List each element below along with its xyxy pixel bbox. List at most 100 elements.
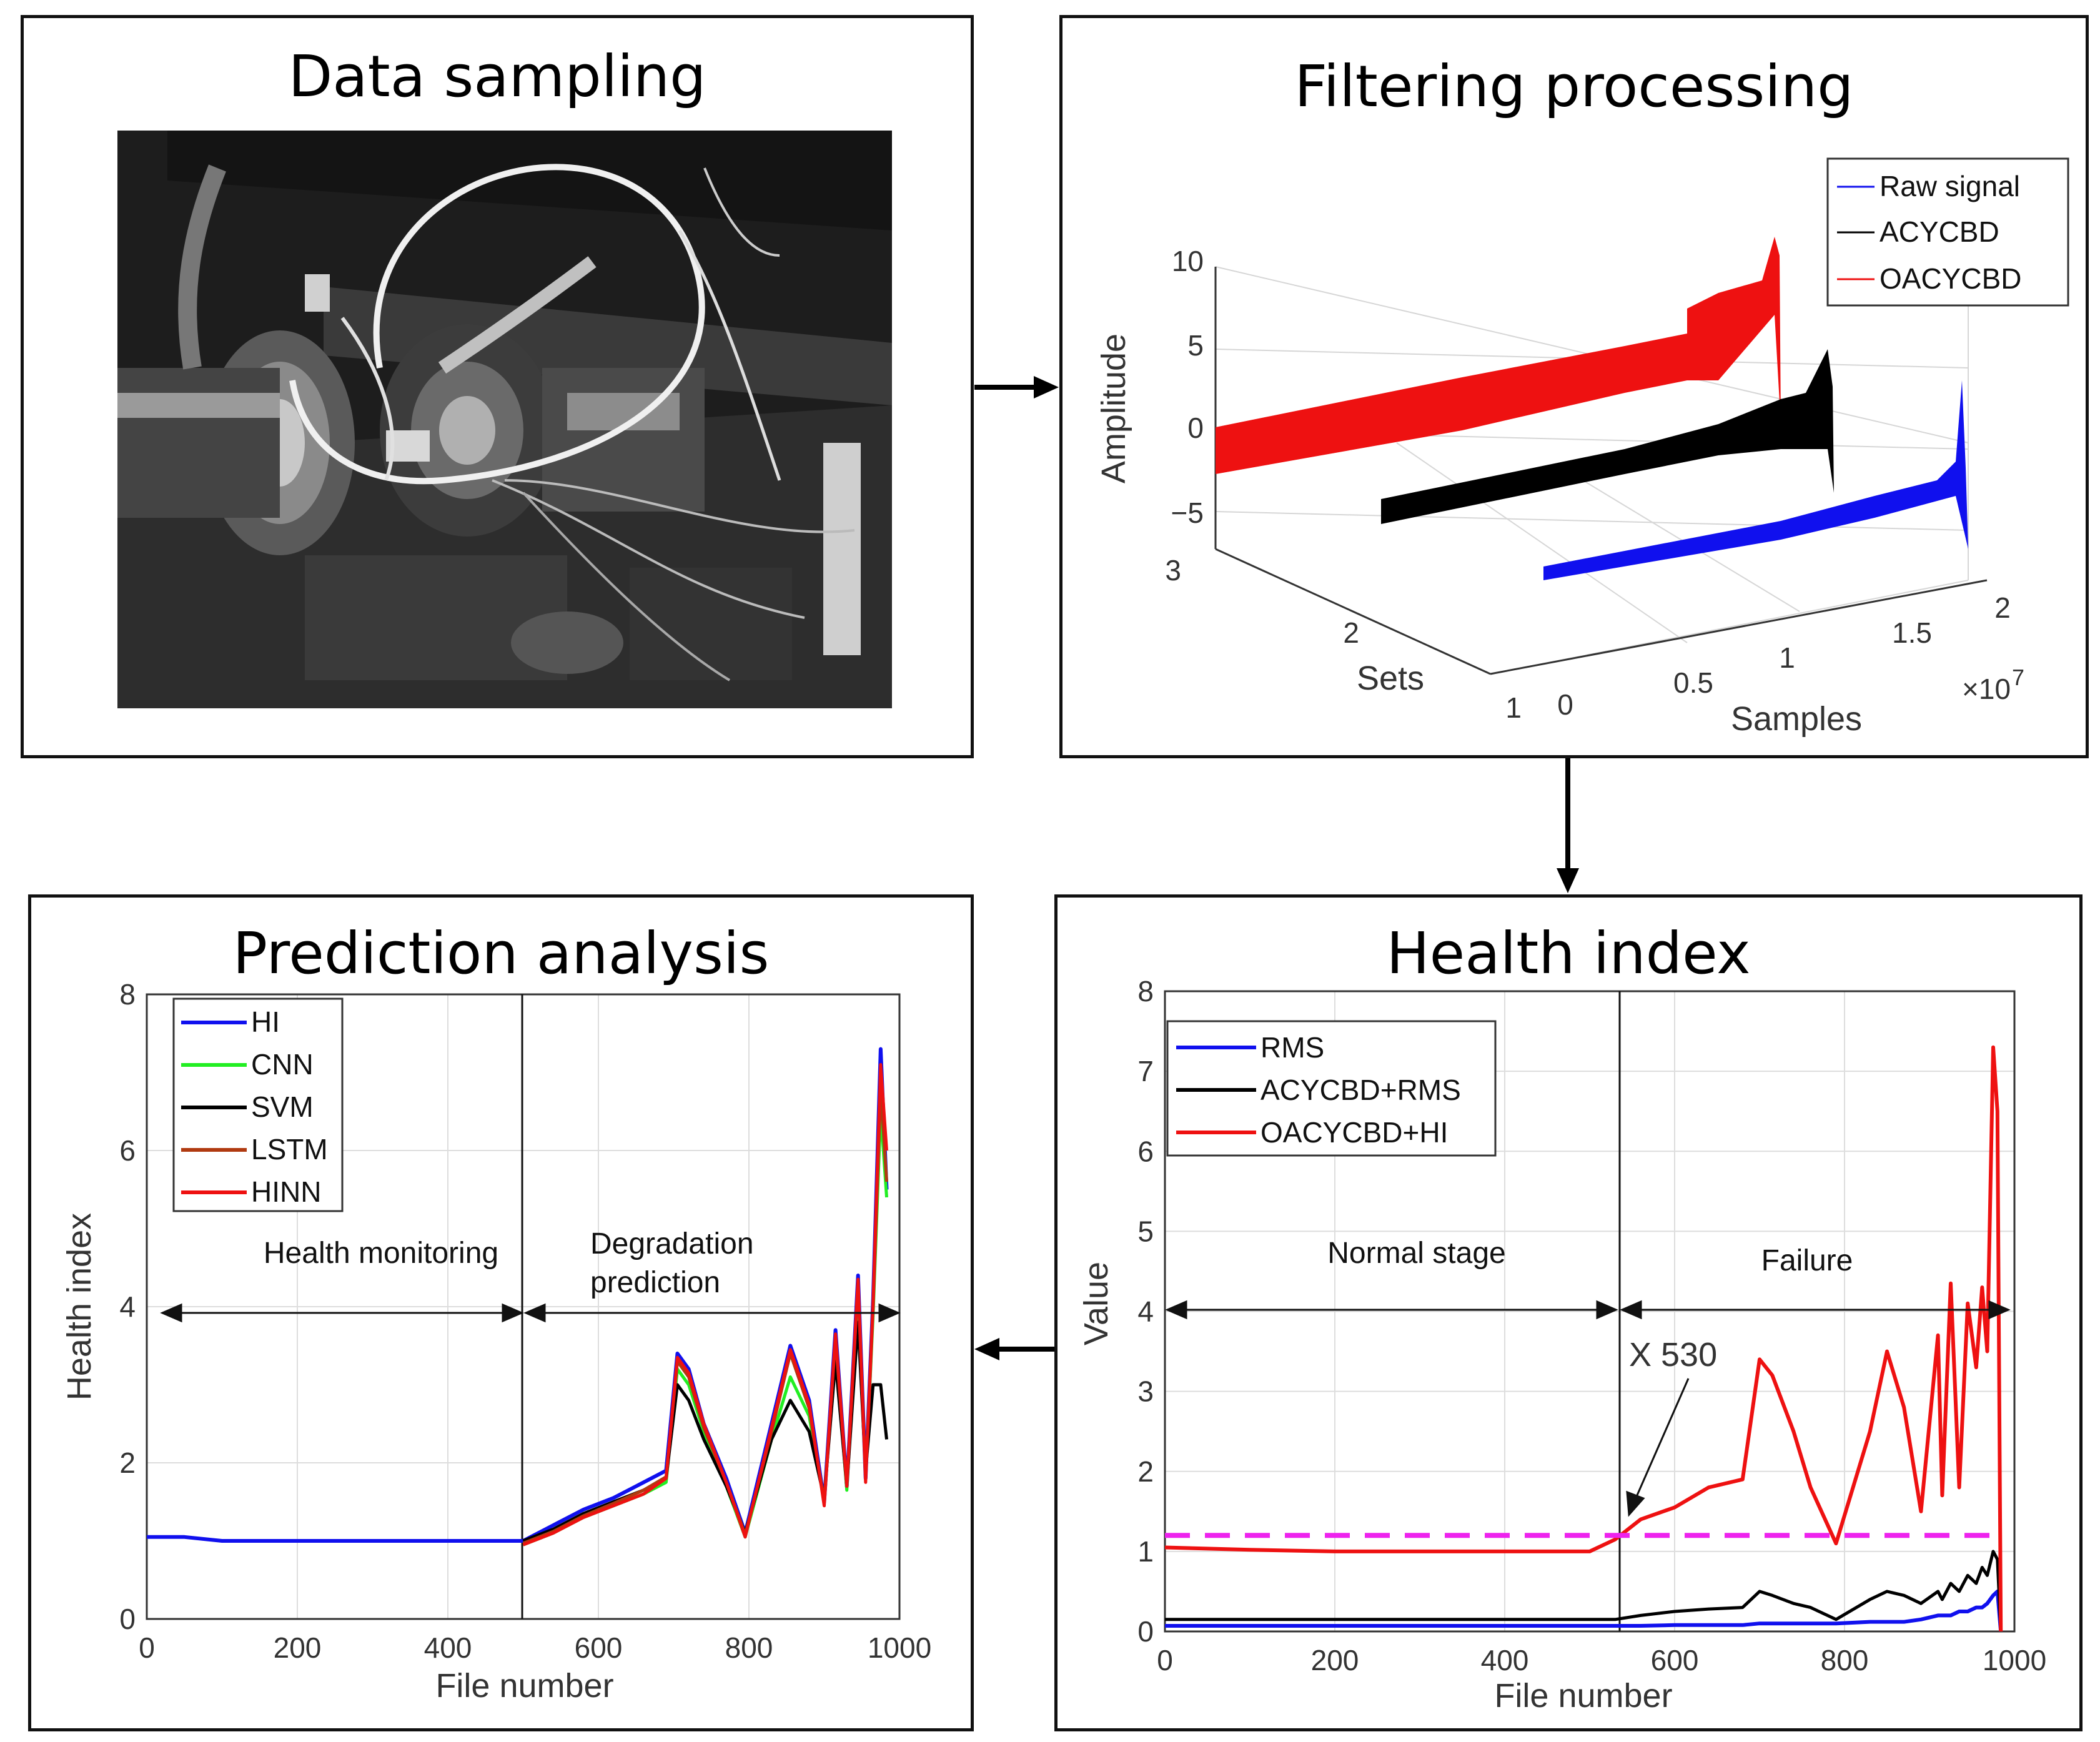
annotation-degrade-2: prediction — [590, 1266, 720, 1299]
signal-acycbd — [1381, 349, 1834, 524]
ytick-label: 4 — [1137, 1295, 1154, 1328]
panel-title: Health index — [1386, 920, 1751, 987]
prediction-panel: Prediction analysis 0 2 4 6 8 0 200 400 600 800 10… — [28, 894, 974, 1731]
series-lines — [1164, 1045, 2003, 1632]
ytick-label: 2 — [1137, 1455, 1154, 1488]
prediction-chart: 0 2 4 6 8 0 200 400 600 800 1000 Health index File… — [61, 978, 931, 1705]
xtick-label: 1000 — [868, 1631, 931, 1664]
ytick-label: 2 — [119, 1447, 136, 1479]
legend-lstm: LSTM — [251, 1133, 328, 1165]
filtering-panel: Filtering processing 10 5 0 −5 Amplitude… — [1059, 15, 2089, 758]
xtick-label: 800 — [725, 1631, 773, 1664]
panel-title: Prediction analysis — [232, 920, 770, 987]
annotation-marker: X 530 — [1629, 1336, 1717, 1373]
xlabel: Samples — [1731, 700, 1862, 738]
health-index-panel: Health index 0 1 2 3 4 5 6 7 8 0 200 400 600 800 1000 … — [1054, 894, 2083, 1731]
degrade-arrow — [523, 1303, 901, 1323]
panel-title: Data sampling — [288, 43, 706, 110]
legend-cnn: CNN — [251, 1048, 314, 1081]
test-rig-photo — [117, 131, 892, 708]
xtick-label: 600 — [1651, 1644, 1699, 1676]
ytick-label: 7 — [1137, 1055, 1154, 1087]
xtick-label: 200 — [274, 1631, 322, 1664]
ytick-label: 6 — [119, 1134, 136, 1167]
annotation-failure: Failure — [1761, 1244, 1853, 1277]
settick-2: 2 — [1343, 616, 1359, 649]
xtick-label: 0 — [1157, 1644, 1173, 1676]
signal-raw — [1543, 380, 1968, 580]
xtick-0-5: 0.5 — [1673, 666, 1713, 699]
normal-arrow — [1165, 1300, 1618, 1320]
ytick-10: 10 — [1172, 245, 1204, 277]
sets-label: Sets — [1357, 660, 1424, 697]
annotation-monitor: Health monitoring — [264, 1237, 498, 1270]
ticks: 0 1 2 3 4 5 6 7 8 0 200 400 600 800 1000 — [1137, 975, 2046, 1676]
xlabel: File number — [1494, 1677, 1672, 1715]
series-line-acycbd-rms — [1165, 1550, 2003, 1632]
annotation-degrade-1: Degradation — [590, 1227, 754, 1260]
arrow-sampling-to-filtering — [974, 376, 1059, 398]
ytick-label: 0 — [119, 1603, 136, 1635]
ylabel: Amplitude — [1095, 334, 1132, 483]
xtick-1: 1 — [1779, 641, 1795, 674]
legend-acycbd: ACYCBD — [1880, 215, 1999, 248]
marker-arrow — [1626, 1378, 1690, 1517]
signal-oacycbd — [1216, 237, 1781, 474]
ytick-label: 5 — [1137, 1215, 1154, 1247]
xtick-0: 0 — [1557, 688, 1573, 721]
legend: RMS ACYCBD+RMS OACYCBD+HI — [1166, 1020, 1497, 1157]
failure-arrow — [1620, 1300, 2011, 1320]
settick-1: 1 — [1505, 691, 1522, 724]
ytick-label: 6 — [1137, 1135, 1154, 1167]
ylabel: Health index — [61, 1213, 98, 1400]
data-sampling-panel: Data sampling — [21, 15, 974, 758]
series-line-rms — [1165, 1589, 2003, 1632]
xtick-label: 1000 — [1983, 1644, 2046, 1676]
ytick-label: 3 — [1137, 1375, 1154, 1408]
xtick-label: 200 — [1311, 1644, 1359, 1676]
legend: Raw signal ACYCBD OACYCBD — [1826, 157, 2069, 307]
ylabel: Value — [1077, 1262, 1115, 1345]
legend-svm: SVM — [251, 1091, 314, 1123]
legend-raw: Raw signal — [1880, 170, 2020, 202]
ytick-label: 0 — [1137, 1615, 1154, 1648]
legend: HI CNN SVM LSTM HINN — [172, 997, 344, 1212]
ytick-neg5: −5 — [1171, 497, 1204, 529]
xtick-label: 0 — [139, 1631, 155, 1664]
xtick-label: 600 — [575, 1631, 623, 1664]
xtick-label: 400 — [424, 1631, 472, 1664]
ytick-label: 8 — [119, 978, 136, 1011]
ytick-label: 1 — [1137, 1535, 1154, 1568]
legend-oacycbd: OACYCBD — [1880, 262, 2021, 295]
ytick-label: 4 — [119, 1290, 136, 1323]
exponent: ×10 — [1962, 673, 2011, 705]
ytick-5: 5 — [1187, 329, 1204, 362]
series-lines — [147, 1047, 889, 1547]
monitor-arrow — [160, 1303, 524, 1323]
legend-hinn: HINN — [251, 1175, 321, 1208]
settick-3: 3 — [1165, 554, 1181, 586]
ytick-label: 8 — [1137, 975, 1154, 1007]
arrow-filtering-to-health — [1557, 758, 1579, 893]
filtering-3d-plot: 10 5 0 −5 Amplitude 3 2 1 Sets 0 0.5 1 1… — [1095, 157, 2069, 738]
xlabel: File number — [435, 1667, 613, 1705]
exponent-power: 7 — [2012, 665, 2024, 690]
legend-rms: RMS — [1260, 1031, 1324, 1064]
series-line-hinn — [522, 1063, 888, 1547]
series-line-oacycbd-hi — [1164, 1045, 2003, 1632]
xtick-label: 400 — [1481, 1644, 1529, 1676]
xtick-label: 800 — [1821, 1644, 1869, 1676]
plot-frame — [1164, 990, 2016, 1633]
annotation-normal: Normal stage — [1327, 1237, 1505, 1270]
legend-acycbd-rms: ACYCBD+RMS — [1260, 1074, 1461, 1106]
xtick-2: 2 — [1994, 591, 2011, 624]
panel-title: Filtering processing — [1294, 53, 1854, 120]
health-index-chart: 0 1 2 3 4 5 6 7 8 0 200 400 600 800 1000 Value File nu… — [1077, 975, 2046, 1715]
legend-hi: HI — [251, 1006, 280, 1038]
ytick-0: 0 — [1187, 412, 1204, 444]
ticks: 0 2 4 6 8 0 200 400 600 800 1000 — [119, 978, 931, 1664]
legend-oacycbd-hi: OACYCBD+HI — [1260, 1116, 1448, 1149]
arrow-health-to-prediction — [974, 1338, 1054, 1360]
xtick-1-5: 1.5 — [1892, 616, 1932, 649]
